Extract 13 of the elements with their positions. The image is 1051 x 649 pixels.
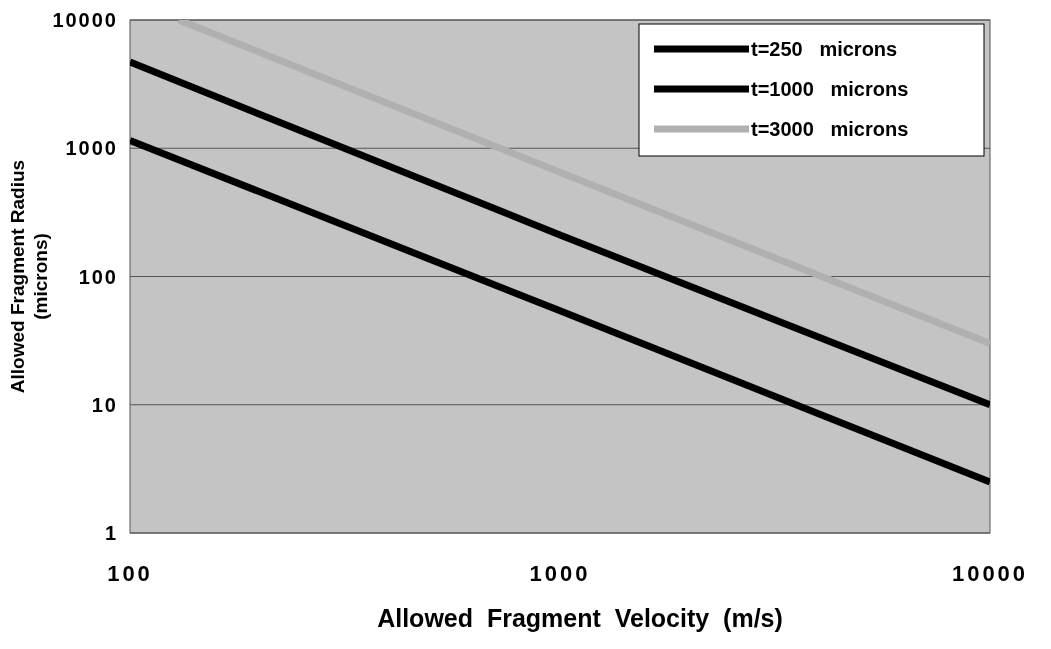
- legend-label: t=3000 microns: [751, 118, 909, 140]
- x-tick-label: 1000: [529, 561, 591, 586]
- y-tick-label: 1000: [65, 137, 118, 160]
- y-tick-label: 10000: [52, 9, 118, 31]
- legend-label: t=1000 microns: [751, 78, 909, 100]
- x-tick-label: 10000: [951, 561, 1029, 586]
- legend-label: t=250 microns: [751, 38, 898, 60]
- y-axis-title: Allowed Fragment Radius (microns): [7, 159, 51, 394]
- x-axis-title: Allowed Fragment Velocity (m/s): [377, 604, 783, 632]
- x-tick-label: 100: [107, 561, 153, 586]
- y-tick-label: 1: [104, 522, 118, 544]
- y-tick-label: 10: [91, 393, 118, 416]
- y-tick-label: 100: [78, 265, 118, 288]
